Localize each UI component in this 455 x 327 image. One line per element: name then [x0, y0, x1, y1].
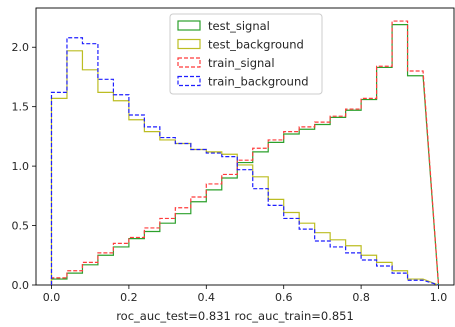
legend-label-test-background: test_background: [208, 38, 304, 52]
x-tick-label: 0.4: [198, 291, 216, 304]
x-tick-label: 0.2: [120, 291, 138, 304]
x-axis-label: roc_auc_test=0.831 roc_auc_train=0.851: [116, 309, 354, 323]
legend-box: [169, 13, 323, 95]
legend-swatch-test-signal: [177, 20, 201, 31]
legend: test_signal test_background train_signaltr…: [169, 13, 323, 95]
x-tick-label: 0.0: [43, 291, 61, 304]
x-tick-label: 1.0: [430, 291, 448, 304]
series-train-signal: [50, 20, 440, 286]
y-tick-label: 0.0: [12, 279, 30, 292]
legend-swatch-train-background: [177, 75, 201, 87]
legend-label-test-signal: test_signal: [208, 19, 270, 33]
series-train-background: [50, 37, 439, 286]
legend-label-train-background: train_background: [208, 75, 309, 89]
series-layer: [50, 20, 440, 286]
x-tick-label: 0.6: [275, 291, 293, 304]
y-tick-label: 2.0: [12, 41, 30, 54]
x-axis: 0.0 0.2 0.4 0.6 0.8 1.0: [43, 285, 448, 304]
legend-swatch-train-signal: [177, 57, 201, 68]
y-tick-label: 0.5: [12, 220, 30, 233]
y-axis: 0.0 0.5 1.0 1.5 2.0: [12, 41, 36, 292]
legend-swatch-test-background: [177, 38, 201, 50]
y-tick-label: 1.5: [12, 101, 30, 114]
legend-label-train-signal: train_signal: [208, 56, 275, 70]
x-tick-label: 0.8: [352, 291, 370, 304]
y-tick-label: 1.0: [12, 160, 30, 173]
